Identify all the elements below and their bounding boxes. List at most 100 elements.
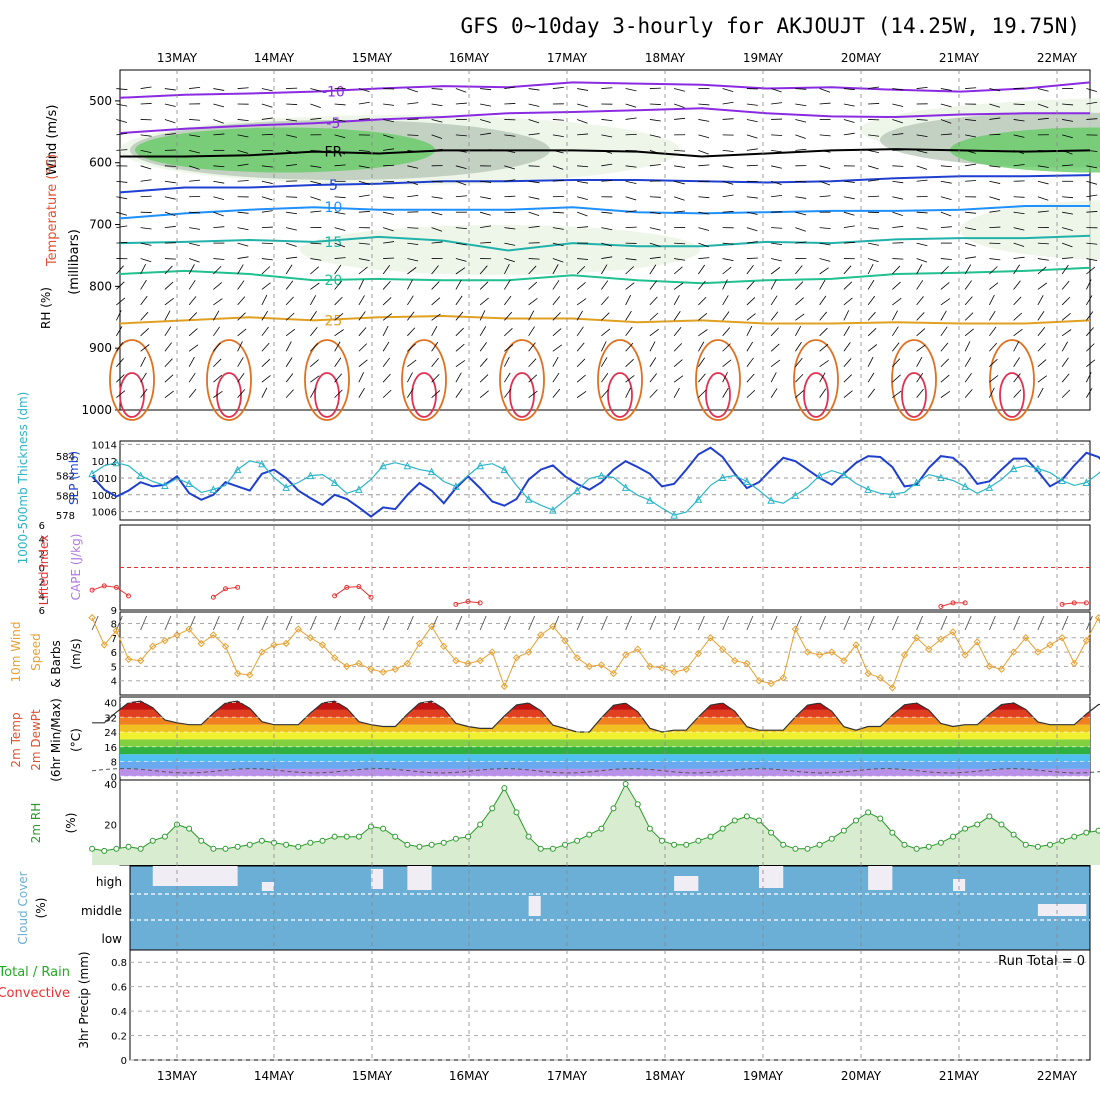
cloud-cover-panel: [130, 866, 1100, 950]
temp-band: [120, 732, 1090, 739]
label-cloud: Cloud Cover: [16, 871, 30, 944]
top-date-label: 14MAY: [254, 51, 295, 65]
cloud-clear-block: [1038, 904, 1087, 916]
contour-label: -10: [322, 85, 345, 101]
temp-tick-label: 40: [104, 699, 117, 710]
rh2m-point: [1060, 838, 1065, 843]
rh2m-point: [696, 838, 701, 843]
li-tick-label: 6: [39, 606, 45, 617]
rh2m-point: [635, 802, 640, 807]
rh2m-point: [199, 838, 204, 843]
precip-tick-label: 0.6: [111, 983, 127, 994]
rh2m-point: [987, 814, 992, 819]
label-wind10-4: & Barbs: [49, 640, 63, 688]
label-precip-conv: Convective: [0, 986, 70, 1001]
li-tick-label: 6: [39, 521, 45, 532]
wind-tick-label: 4: [111, 677, 117, 688]
top-date-label: 20MAY: [841, 51, 882, 65]
run-total: Run Total = 0: [998, 954, 1085, 969]
rh2m-point: [308, 840, 313, 845]
bottom-date-label: 14MAY: [254, 1069, 295, 1083]
label-upper-rh: RH (%): [39, 287, 53, 329]
label-temp-2m: 2m Temp: [9, 712, 23, 767]
rh2m-point: [647, 826, 652, 831]
label-wind10-1: 10m Wind: [9, 622, 23, 683]
wind-tick-label: 6: [111, 648, 117, 659]
rh2m-point: [757, 818, 762, 823]
label-rh-unit: (%): [64, 813, 78, 834]
contour-label: 5: [329, 178, 338, 194]
rh2m-point: [926, 844, 931, 849]
bottom-date-label: 21MAY: [939, 1069, 980, 1083]
slp-tick-label: 1014: [92, 440, 117, 451]
slp-tick-label: 1008: [92, 491, 117, 502]
cloud-clear-block: [371, 869, 383, 889]
contour-label: 20: [324, 273, 342, 289]
pressure-tick-label: 700: [89, 218, 112, 232]
rh2m-point: [708, 834, 713, 839]
label-rh-2m: 2m RH: [29, 803, 43, 844]
rh2m-point: [660, 838, 665, 843]
rh2m-point: [1072, 834, 1077, 839]
top-date-label: 13MAY: [157, 51, 198, 65]
precip-tick-label: 0: [121, 1056, 127, 1067]
top-date-label: 15MAY: [352, 51, 393, 65]
slp-tick-label: 1012: [92, 457, 117, 468]
rh2m-point: [1011, 832, 1016, 837]
cloud-clear-block: [674, 876, 698, 891]
top-date-label: 21MAY: [939, 51, 980, 65]
rh2m-point: [405, 842, 410, 847]
temp-tick-label: 16: [104, 743, 117, 754]
rh2m-point: [854, 818, 859, 823]
rh2m-point: [502, 786, 507, 791]
label-thickness: 1000-500mb Thickness (dm): [16, 392, 30, 565]
pressure-tick-label: 600: [89, 156, 112, 170]
contour-label: 15: [324, 235, 342, 251]
rh2m-point: [162, 834, 167, 839]
rh2m-point: [587, 832, 592, 837]
rh2m-point: [829, 836, 834, 841]
cloud-clear-block: [868, 866, 892, 890]
cloud-clear-block: [153, 866, 238, 886]
bottom-date-label: 18MAY: [645, 1069, 686, 1083]
temp-tick-label: 8: [111, 758, 117, 769]
rh2m-point: [223, 846, 228, 851]
rh2m-point: [744, 814, 749, 819]
rh2m-point: [187, 826, 192, 831]
pressure-tick-label: 800: [89, 279, 112, 293]
rh2m-point: [538, 846, 543, 851]
label-precip-axis: 3hr Precip (mm): [77, 951, 91, 1048]
rh2m-point: [417, 844, 422, 849]
rh2m-point: [975, 822, 980, 827]
rh2m-point: [999, 822, 1004, 827]
rh2m-point: [138, 846, 143, 851]
chart-title: GFS 0~10day 3-hourly for AKJOUJT (14.25W…: [460, 14, 1080, 38]
temp-tick-label: 32: [104, 713, 117, 724]
rh2m-point: [732, 818, 737, 823]
rh2m-point: [866, 810, 871, 815]
bottom-date-label: 22MAY: [1037, 1069, 1078, 1083]
contour-label: 10: [324, 200, 342, 216]
label-cloud-low: low: [102, 932, 123, 946]
label-temp-unit: (°C): [69, 728, 83, 752]
rh2m-point: [344, 834, 349, 839]
rh2m-point: [441, 840, 446, 845]
rh2m-point: [938, 840, 943, 845]
wind10-point: [1096, 615, 1100, 621]
label-slp: SLP (mb): [67, 451, 81, 505]
bottom-date-label: 15MAY: [352, 1069, 393, 1083]
thickness-tick-label: 578: [56, 511, 75, 522]
top-date-label: 19MAY: [743, 51, 784, 65]
cape-tick-label: 9: [111, 606, 117, 617]
rh2m-point: [878, 816, 883, 821]
pressure-tick-label: 900: [89, 341, 112, 355]
rh2m-point: [393, 834, 398, 839]
rh2m-point: [429, 842, 434, 847]
bottom-date-label: 19MAY: [743, 1069, 784, 1083]
label-millibars: (millibars): [67, 229, 82, 295]
rh2m-point: [102, 848, 107, 853]
